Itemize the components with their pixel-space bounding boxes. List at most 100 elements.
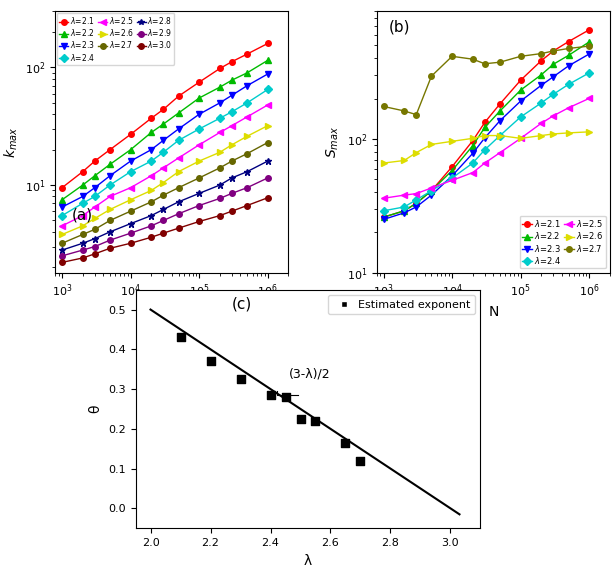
$\lambda$=2.5 — [264, 102, 272, 108]
$\lambda$=2.1 — [148, 115, 155, 122]
$\lambda$=2.9 — [91, 243, 99, 250]
$\lambda$=2.7 — [428, 73, 435, 80]
$\lambda$=3.0 — [127, 240, 134, 247]
$\lambda$=2.9 — [216, 195, 224, 202]
$\lambda$=2.1 — [413, 200, 420, 207]
$\lambda$=2.7 — [160, 192, 167, 199]
$\lambda$=2.8 — [91, 235, 99, 242]
$\lambda$=2.1 — [91, 158, 99, 165]
$\lambda$=2.9 — [264, 174, 272, 181]
$\lambda$=2.1 — [228, 59, 235, 65]
$\lambda$=2.3 — [549, 73, 557, 80]
$\lambda$=2.7 — [400, 107, 408, 114]
$\lambda$=2.4 — [127, 168, 134, 175]
Line: $\lambda$=2.3: $\lambda$=2.3 — [381, 51, 592, 222]
$\lambda$=2.2 — [380, 214, 387, 220]
$\lambda$=2.8 — [264, 158, 272, 165]
$\lambda$=2.6 — [91, 215, 99, 222]
$\lambda$=2.9 — [160, 217, 167, 224]
Point — [265, 391, 275, 400]
$\lambda$=2.5 — [585, 95, 593, 102]
$\lambda$=2.6 — [538, 132, 545, 139]
$\lambda$=3.0 — [91, 250, 99, 257]
$\lambda$=2.1 — [59, 184, 66, 191]
$\lambda$=2.6 — [565, 130, 572, 136]
$\lambda$=2.3 — [538, 82, 545, 89]
$\lambda$=3.0 — [59, 259, 66, 266]
Line: $\lambda$=2.5: $\lambda$=2.5 — [381, 95, 592, 201]
$\lambda$=2.3 — [175, 126, 182, 132]
$\lambda$=2.6 — [549, 131, 557, 137]
Point — [206, 357, 216, 366]
$\lambda$=2.7 — [481, 60, 488, 67]
$\lambda$=2.5 — [91, 204, 99, 211]
$\lambda$=3.0 — [216, 212, 224, 219]
$\lambda$=2.6 — [195, 158, 203, 165]
$\lambda$=2.7 — [175, 184, 182, 191]
$\lambda$=2.4 — [107, 182, 114, 189]
X-axis label: N: N — [167, 304, 177, 319]
Point — [341, 438, 351, 448]
$\lambda$=2.3 — [79, 193, 86, 200]
$\lambda$=2.4 — [195, 126, 203, 132]
$\lambda$=2.3 — [448, 173, 456, 179]
$\lambda$=2.5 — [59, 223, 66, 229]
X-axis label: λ: λ — [304, 554, 312, 567]
$\lambda$=2.3 — [496, 117, 504, 124]
Line: $\lambda$=2.4: $\lambda$=2.4 — [381, 70, 592, 214]
$\lambda$=2.1 — [565, 38, 572, 45]
$\lambda$=2.2 — [400, 207, 408, 214]
$\lambda$=2.8 — [148, 212, 155, 219]
Point — [235, 375, 245, 384]
$\lambda$=2.5 — [160, 165, 167, 172]
$\lambda$=3.0 — [160, 229, 167, 236]
$\lambda$=2.2 — [496, 107, 504, 114]
$\lambda$=2.5 — [175, 154, 182, 161]
$\lambda$=2.2 — [264, 57, 272, 64]
$\lambda$=2.7 — [148, 198, 155, 205]
$\lambda$=2.4 — [243, 99, 251, 106]
$\lambda$=2.4 — [428, 187, 435, 194]
Text: (b): (b) — [389, 19, 410, 34]
$\lambda$=3.0 — [148, 234, 155, 241]
$\lambda$=2.1 — [175, 93, 182, 99]
$\lambda$=2.7 — [549, 48, 557, 55]
$\lambda$=2.3 — [413, 203, 420, 210]
$\lambda$=2.6 — [264, 122, 272, 129]
$\lambda$=2.4 — [481, 147, 488, 153]
$\lambda$=2.4 — [400, 203, 408, 210]
Point — [176, 333, 185, 342]
$\lambda$=2.6 — [469, 135, 476, 142]
$\lambda$=2.5 — [428, 185, 435, 191]
Line: $\lambda$=2.3: $\lambda$=2.3 — [59, 71, 270, 210]
$\lambda$=2.4 — [380, 207, 387, 214]
$\lambda$=2.3 — [428, 192, 435, 199]
$\lambda$=2.3 — [469, 150, 476, 157]
$\lambda$=2.2 — [243, 69, 251, 76]
$\lambda$=2.6 — [585, 128, 593, 135]
$\lambda$=2.1 — [448, 163, 456, 170]
$\lambda$=2.1 — [264, 40, 272, 47]
$\lambda$=2.5 — [400, 192, 408, 199]
$\lambda$=2.7 — [107, 217, 114, 224]
X-axis label: N: N — [488, 304, 498, 319]
$\lambda$=2.2 — [585, 39, 593, 45]
$\lambda$=2.1 — [469, 137, 476, 144]
$\lambda$=2.4 — [216, 115, 224, 122]
$\lambda$=2.8 — [160, 206, 167, 213]
$\lambda$=2.9 — [59, 252, 66, 259]
Point — [296, 415, 306, 424]
$\lambda$=2.4 — [264, 86, 272, 93]
$\lambda$=2.1 — [481, 119, 488, 126]
$\lambda$=2.6 — [243, 133, 251, 140]
$\lambda$=2.4 — [469, 160, 476, 166]
$\lambda$=2.3 — [59, 204, 66, 211]
$\lambda$=2.5 — [380, 195, 387, 202]
$\lambda$=2.1 — [517, 77, 524, 83]
$\lambda$=2.1 — [428, 187, 435, 194]
Y-axis label: $S_{max}$: $S_{max}$ — [325, 126, 341, 158]
$\lambda$=2.4 — [549, 91, 557, 98]
$\lambda$=2.2 — [216, 83, 224, 90]
$\lambda$=2.4 — [79, 200, 86, 207]
$\lambda$=2.9 — [175, 210, 182, 217]
